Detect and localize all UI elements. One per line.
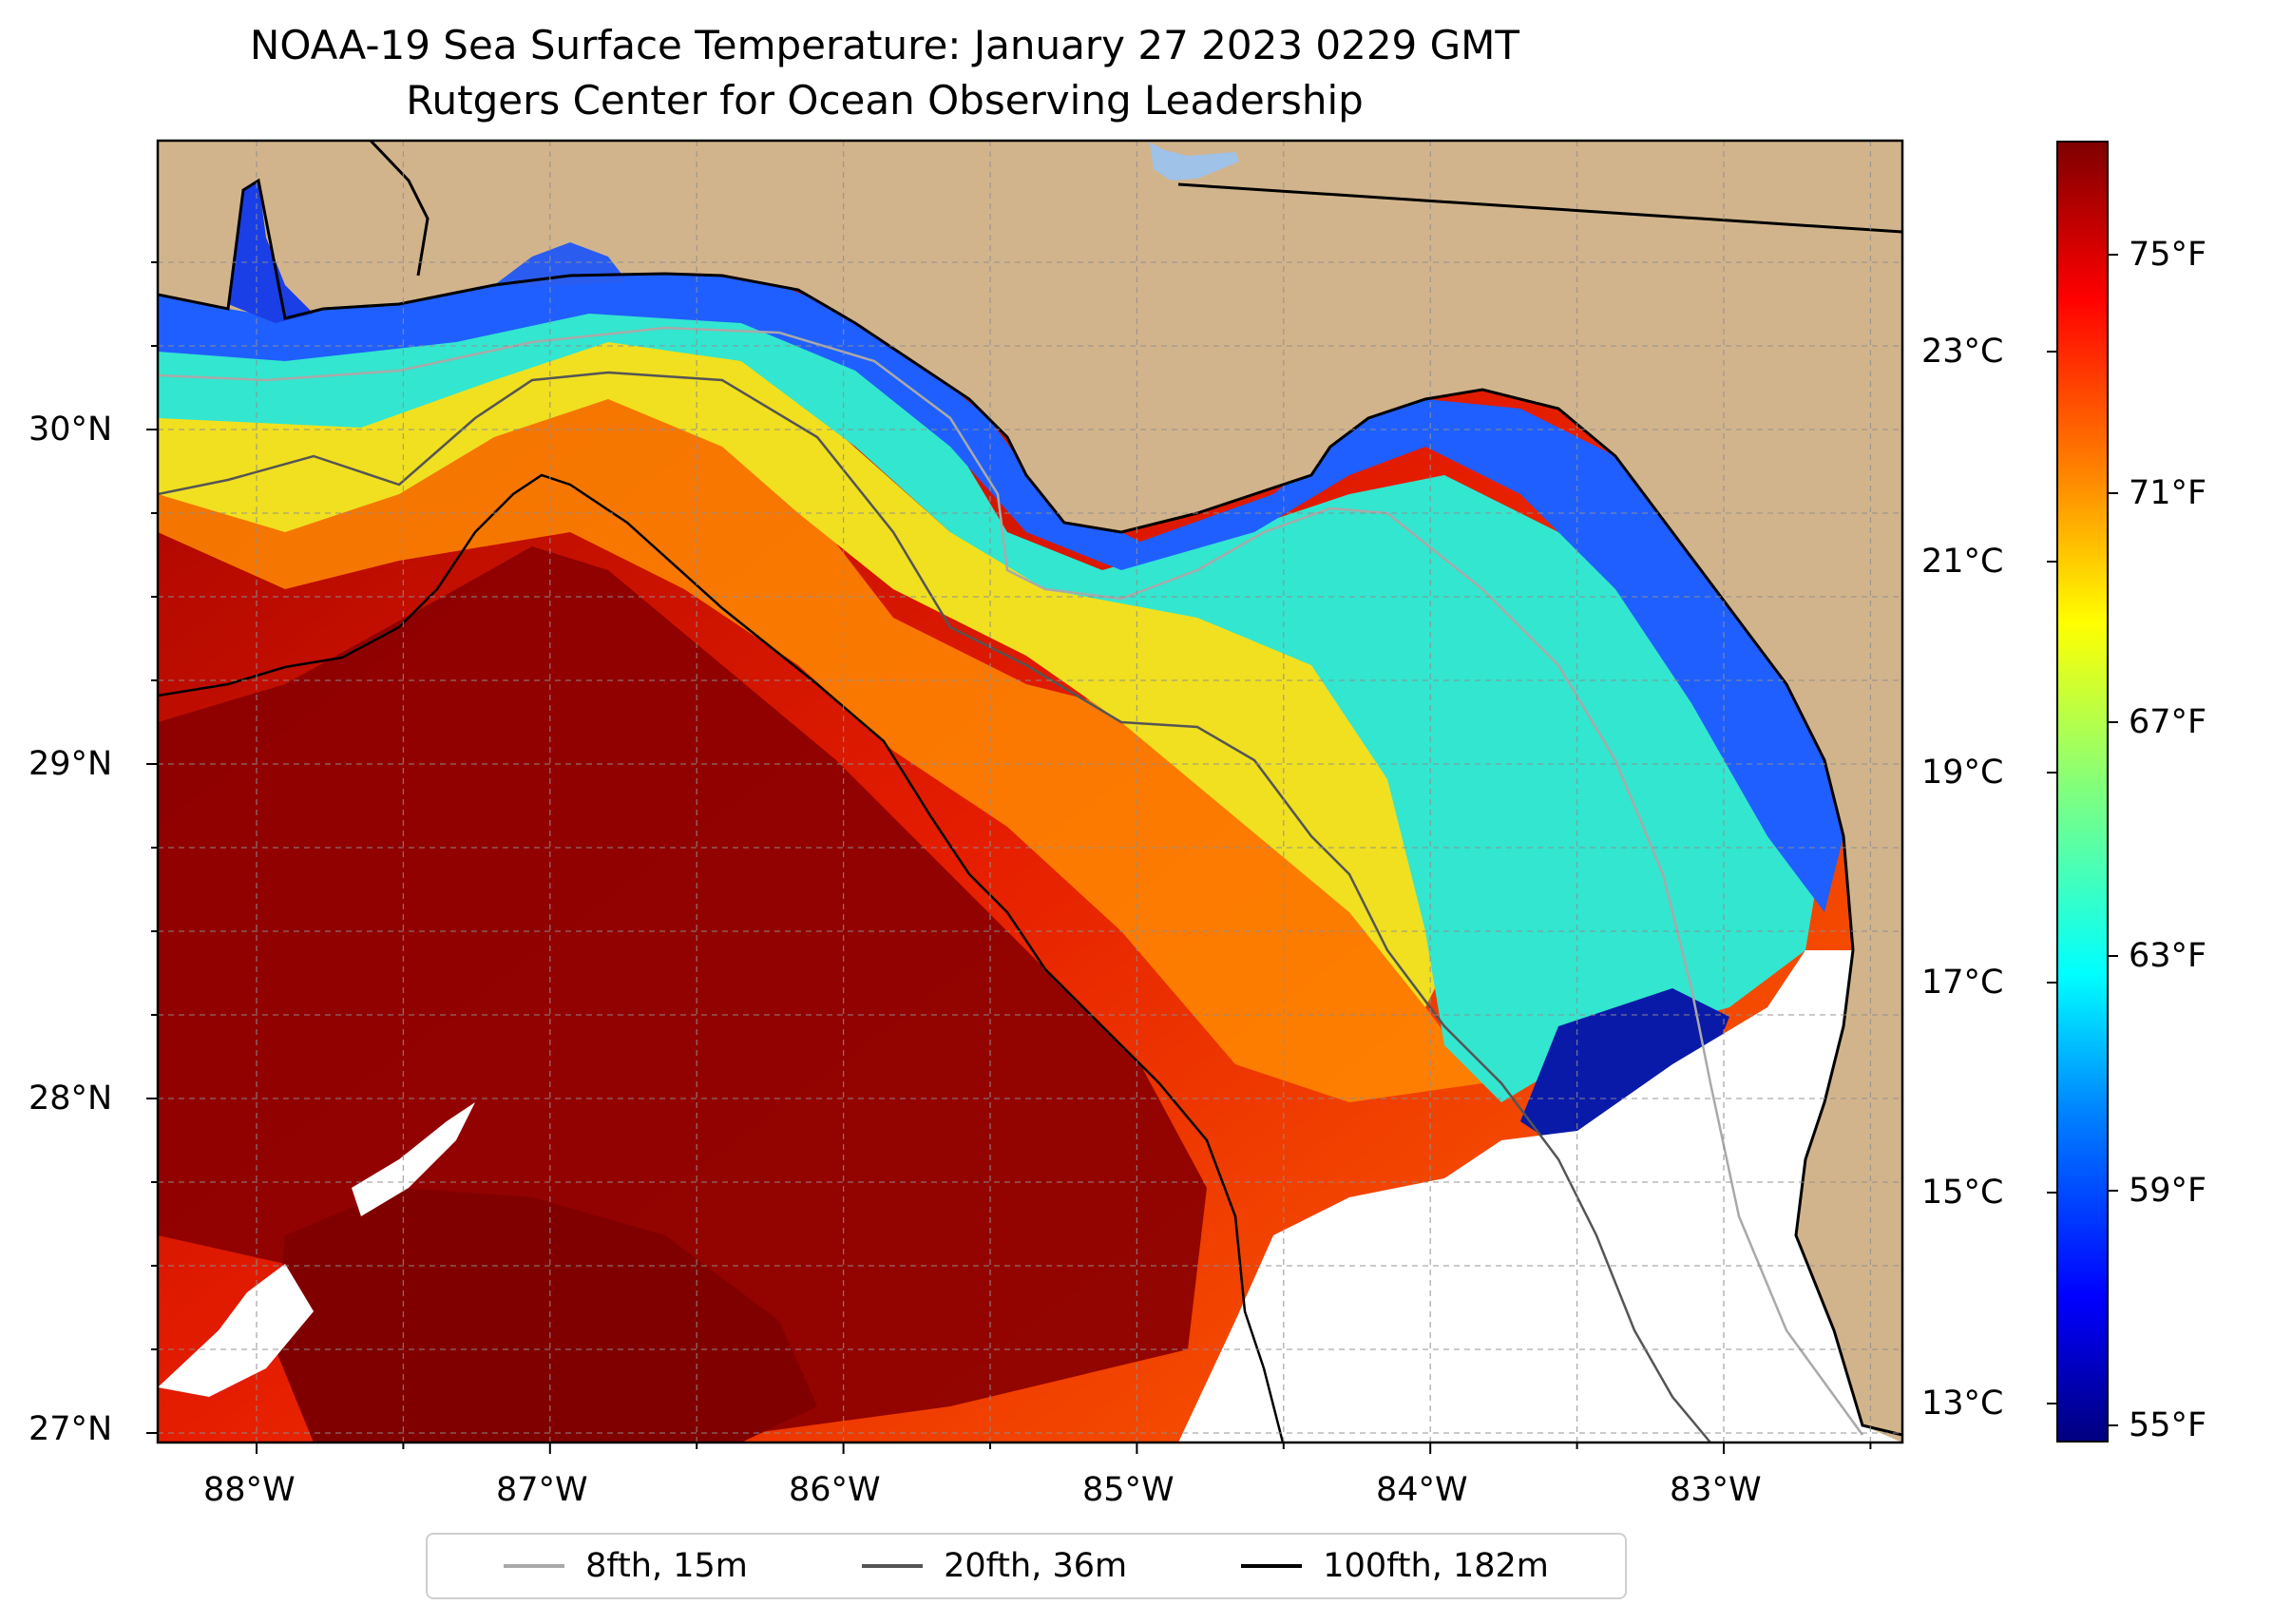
- deep-blue-patch: [1520, 988, 1729, 1159]
- fahrenheit-tick: 63°F: [2129, 937, 2207, 975]
- state-border: [1177, 182, 1902, 234]
- celsius-tick: 21°C: [1921, 543, 2004, 581]
- no-data-southeast: [1178, 950, 1902, 1442]
- celsius-tick: 15°C: [1921, 1174, 2004, 1212]
- map-frame: [156, 139, 1904, 1444]
- lon-tick-label: 87°W: [496, 1471, 588, 1509]
- legend-label: 100fth, 182m: [1323, 1547, 1549, 1585]
- celsius-tick: 17°C: [1921, 964, 2004, 1002]
- lon-tick-label: 85°W: [1082, 1471, 1175, 1509]
- inland-lake: [1150, 143, 1239, 181]
- legend-label: 20fth, 36m: [944, 1547, 1128, 1585]
- isobath-legend: 8fth, 15m 20fth, 36m 100fth, 182m: [426, 1533, 1627, 1599]
- cyan-nearshore-water: [158, 285, 1824, 1102]
- lat-tick-label: 28°N: [29, 1079, 113, 1118]
- coastline: [158, 178, 1902, 1437]
- map-gridlines: [158, 141, 1902, 1442]
- fahrenheit-tick: 55°F: [2129, 1406, 2207, 1444]
- legend-line-8fth: [504, 1564, 565, 1568]
- land-border: [369, 141, 430, 277]
- celsius-tick: 13°C: [1921, 1385, 2004, 1423]
- blue-coastal-water: [158, 255, 1843, 912]
- fahrenheit-tick: 67°F: [2129, 703, 2207, 741]
- no-data-southwest: [158, 1264, 314, 1397]
- legend-line-20fth: [862, 1564, 924, 1568]
- dark-red-southwest-region: [276, 1188, 817, 1442]
- fahrenheit-tick: 71°F: [2129, 474, 2207, 512]
- temperature-colorbar: [2056, 141, 2109, 1442]
- lon-tick-label: 88°W: [203, 1471, 296, 1509]
- isobath-8fth: [158, 326, 1864, 1436]
- celsius-tick: 23°C: [1921, 333, 2004, 371]
- isobath-20fth: [158, 371, 1711, 1442]
- legend-item-8fth: 8fth, 15m: [504, 1547, 748, 1585]
- lat-tick-label: 30°N: [29, 411, 113, 449]
- lon-tick-label: 83°W: [1670, 1471, 1762, 1509]
- map-title: NOAA-19 Sea Surface Temperature: January…: [249, 22, 1520, 68]
- legend-line-100fth: [1241, 1564, 1303, 1568]
- fahrenheit-tick: 59°F: [2129, 1172, 2207, 1210]
- orange-transition-band: [158, 380, 1482, 1102]
- lon-tick-label: 84°W: [1376, 1471, 1468, 1509]
- celsius-tick: 19°C: [1921, 754, 2004, 792]
- yellow-shelf-water: [158, 314, 1463, 1007]
- legend-item-100fth: 100fth, 182m: [1241, 1547, 1549, 1585]
- legend-label: 8fth, 15m: [585, 1547, 748, 1585]
- legend-item-20fth: 20fth, 36m: [862, 1547, 1127, 1585]
- lat-tick-label: 27°N: [29, 1410, 113, 1448]
- isobath-100fth: [158, 473, 1285, 1442]
- land-mass: [158, 141, 1902, 1442]
- map-ticks: [146, 261, 1872, 1454]
- no-data-west-streak: [352, 1102, 475, 1216]
- lon-tick-label: 86°W: [789, 1471, 881, 1509]
- map-subtitle: Rutgers Center for Ocean Observing Leade…: [406, 77, 1364, 124]
- lat-tick-label: 29°N: [29, 745, 113, 783]
- fahrenheit-tick: 75°F: [2129, 236, 2207, 274]
